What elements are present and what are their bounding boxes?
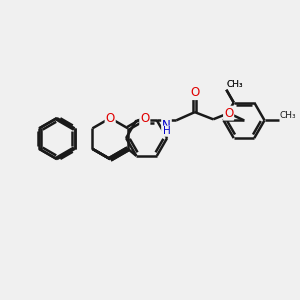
Text: CH₃: CH₃ <box>280 111 296 120</box>
Text: CH₃: CH₃ <box>227 80 244 89</box>
Text: O: O <box>224 107 233 120</box>
Text: H: H <box>163 126 170 136</box>
Text: O: O <box>106 112 115 124</box>
Text: CH₃: CH₃ <box>227 80 244 89</box>
Text: N: N <box>162 119 171 132</box>
Text: O: O <box>140 112 149 125</box>
Text: O: O <box>190 86 200 99</box>
